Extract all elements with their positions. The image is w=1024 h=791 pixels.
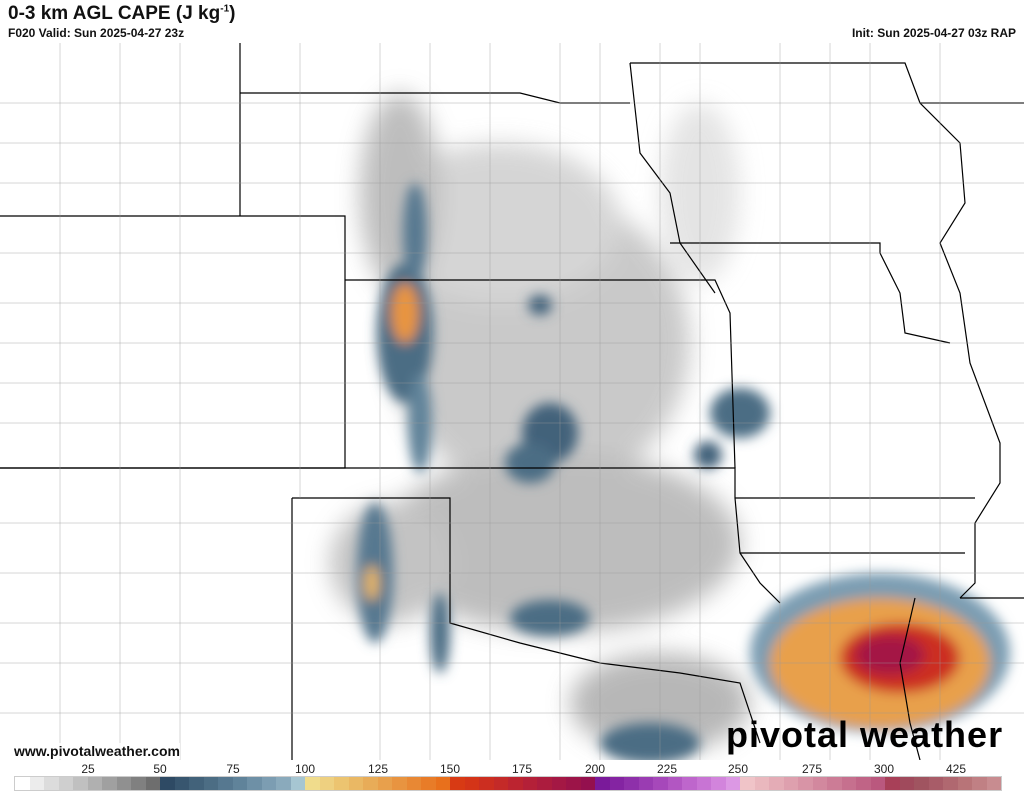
colorbar-swatch — [348, 777, 363, 790]
colorbar-label: 200 — [584, 762, 606, 776]
colorbar-swatch — [522, 777, 537, 790]
colorbar-swatch — [421, 777, 436, 790]
colorbar-swatch — [972, 777, 987, 790]
colorbar-swatch — [232, 777, 247, 790]
map-title-superscript: -1 — [220, 3, 230, 15]
colorbar-swatch — [986, 777, 1001, 790]
colorbar-swatch — [624, 777, 639, 790]
colorbar-swatch — [609, 777, 624, 790]
colorbar-swatch — [392, 777, 407, 790]
colorbar-swatch — [711, 777, 726, 790]
colorbar-swatch — [943, 777, 958, 790]
map-title: 0-3 km AGL CAPE (J kg-1) — [8, 3, 235, 25]
colorbar-swatch — [261, 777, 276, 790]
colorbar-swatch — [363, 777, 378, 790]
colorbar-swatch — [435, 777, 450, 790]
colorbar-swatch — [508, 777, 523, 790]
colorbar-swatch — [812, 777, 827, 790]
county-borders — [0, 43, 1024, 760]
colorbar-swatch — [769, 777, 784, 790]
colorbar-label: 225 — [656, 762, 678, 776]
colorbar-swatch — [653, 777, 668, 790]
colorbar-label: 50 — [153, 762, 167, 776]
colorbar-swatch — [566, 777, 581, 790]
colorbar — [14, 776, 1002, 791]
colorbar-swatch — [189, 777, 204, 790]
colorbar-swatch — [754, 777, 769, 790]
colorbar-swatch — [116, 777, 131, 790]
colorbar-swatch — [537, 777, 552, 790]
colorbar-swatch — [203, 777, 218, 790]
colorbar-swatch — [885, 777, 900, 790]
colorbar-swatch — [856, 777, 871, 790]
colorbar-swatch — [276, 777, 291, 790]
colorbar-swatch — [29, 777, 44, 790]
colorbar-label: 100 — [294, 762, 316, 776]
colorbar-swatch — [218, 777, 233, 790]
valid-time: F020 Valid: Sun 2025-04-27 23z — [8, 26, 185, 40]
colorbar-swatch — [682, 777, 697, 790]
colorbar-swatch — [595, 777, 610, 790]
colorbar-swatch — [377, 777, 392, 790]
colorbar-swatch — [841, 777, 856, 790]
colorbar-label: 275 — [801, 762, 823, 776]
colorbar-label: 250 — [727, 762, 749, 776]
colorbar-swatch — [44, 777, 59, 790]
colorbar-swatch — [102, 777, 117, 790]
colorbar-swatch — [160, 777, 175, 790]
colorbar-swatch — [73, 777, 88, 790]
colorbar-swatch — [783, 777, 798, 790]
colorbar-swatch — [914, 777, 929, 790]
colorbar-swatch — [131, 777, 146, 790]
colorbar-swatch — [450, 777, 465, 790]
colorbar-swatch — [334, 777, 349, 790]
pivotal-weather-logo: pivotal weather — [726, 714, 1004, 755]
colorbar-swatch — [479, 777, 494, 790]
colorbar-swatch — [638, 777, 653, 790]
colorbar-swatch — [247, 777, 262, 790]
colorbar-swatch — [58, 777, 73, 790]
colorbar-swatch — [493, 777, 508, 790]
map-title-close: ) — [229, 3, 236, 24]
colorbar-label: 75 — [226, 762, 240, 776]
colorbar-swatch — [551, 777, 566, 790]
colorbar-swatch — [580, 777, 595, 790]
colorbar-swatch — [827, 777, 842, 790]
colorbar-swatch — [740, 777, 755, 790]
colorbar-swatch — [957, 777, 972, 790]
colorbar-label: 175 — [511, 762, 533, 776]
colorbar-swatch — [725, 777, 740, 790]
cape-map — [0, 43, 1024, 760]
colorbar-label: 25 — [81, 762, 95, 776]
colorbar-swatch — [870, 777, 885, 790]
colorbar-swatch — [798, 777, 813, 790]
website-label: www.pivotalweather.com — [14, 743, 180, 759]
map-title-text: 0-3 km AGL CAPE (J kg — [8, 3, 221, 24]
colorbar-swatch — [290, 777, 305, 790]
colorbar-swatch — [928, 777, 943, 790]
colorbar-label: 150 — [439, 762, 461, 776]
colorbar-swatch — [15, 777, 30, 790]
colorbar-swatch — [174, 777, 189, 790]
colorbar-swatch — [899, 777, 914, 790]
init-time: Init: Sun 2025-04-27 03z RAP — [851, 26, 1016, 40]
colorbar-swatch — [87, 777, 102, 790]
colorbar-swatch — [319, 777, 334, 790]
colorbar-label: 425 — [945, 762, 967, 776]
colorbar-labels: 25 50 75 100 125 150 175 200 225 250 275… — [0, 762, 1024, 776]
colorbar-swatch — [406, 777, 421, 790]
colorbar-swatch — [667, 777, 682, 790]
colorbar-label: 300 — [873, 762, 895, 776]
colorbar-swatch — [145, 777, 160, 790]
colorbar-swatch — [464, 777, 479, 790]
colorbar-swatch — [696, 777, 711, 790]
colorbar-label: 125 — [367, 762, 389, 776]
colorbar-swatch — [305, 777, 320, 790]
